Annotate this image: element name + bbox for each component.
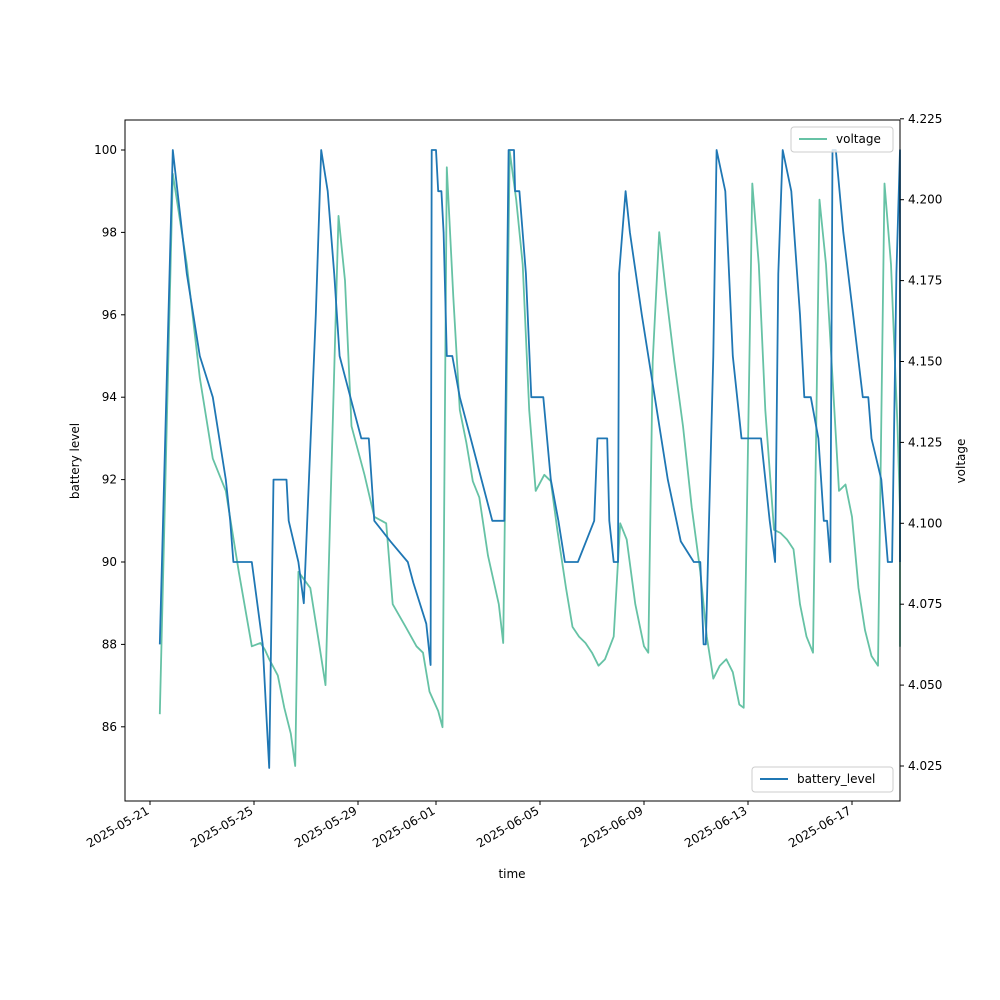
x-axis-label: time [498,867,525,881]
series-lines [158,149,901,769]
right-y-tick-label: 4.175 [908,274,942,288]
right-y-tick-label: 4.100 [908,516,942,530]
left-y-axis-ticks: 86 88 90 92 94 96 98 100 [94,143,125,734]
x-tick-label: 2025-06-01 [370,803,437,850]
left-y-tick-label: 92 [102,473,117,487]
right-y-tick-label: 4.050 [908,678,942,692]
right-y-tick-label: 4.225 [908,112,942,126]
left-y-tick-label: 96 [102,308,117,322]
left-y-tick-label: 88 [102,637,117,651]
series-line-voltage [158,150,901,767]
legend-battery-level-box [751,766,894,793]
right-y-tick-label: 4.125 [908,435,942,449]
legend-battery-level-label: battery_level [797,772,875,786]
series-line-battery-level [158,149,901,769]
left-y-axis-label: battery level [68,423,82,499]
x-tick-label: 2025-06-17 [786,803,853,850]
left-y-tick-label: 100 [94,143,117,157]
legend-voltage: voltage [790,126,894,153]
left-y-tick-label: 90 [102,555,117,569]
left-y-tick-label: 98 [102,225,117,239]
x-tick-label: 2025-05-29 [292,803,359,850]
x-tick-label: 2025-06-09 [578,803,645,850]
x-tick-label: 2025-05-21 [84,803,151,850]
right-y-tick-label: 4.025 [908,759,942,773]
right-y-axis-ticks: 4.025 4.050 4.075 4.100 4.125 4.150 4.175 4.200… [900,112,942,773]
right-y-tick-label: 4.200 [908,193,942,207]
plot-frame [124,119,901,802]
x-tick-label: 2025-06-05 [474,803,541,850]
legend-voltage-box [790,126,894,153]
legend-battery-level: battery_level [751,766,894,793]
right-y-axis-label: voltage [954,439,968,484]
right-y-tick-label: 4.150 [908,355,942,369]
x-tick-label: 2025-06-13 [682,803,749,850]
x-axis-ticks: 2025-05-21 2025-05-25 2025-05-29 2025-06-01… [84,801,854,850]
legend-voltage-label: voltage [836,132,881,146]
left-y-tick-label: 94 [102,390,117,404]
x-tick-label: 2025-05-25 [188,803,255,850]
right-y-tick-label: 4.075 [908,597,942,611]
left-y-tick-label: 86 [102,720,117,734]
